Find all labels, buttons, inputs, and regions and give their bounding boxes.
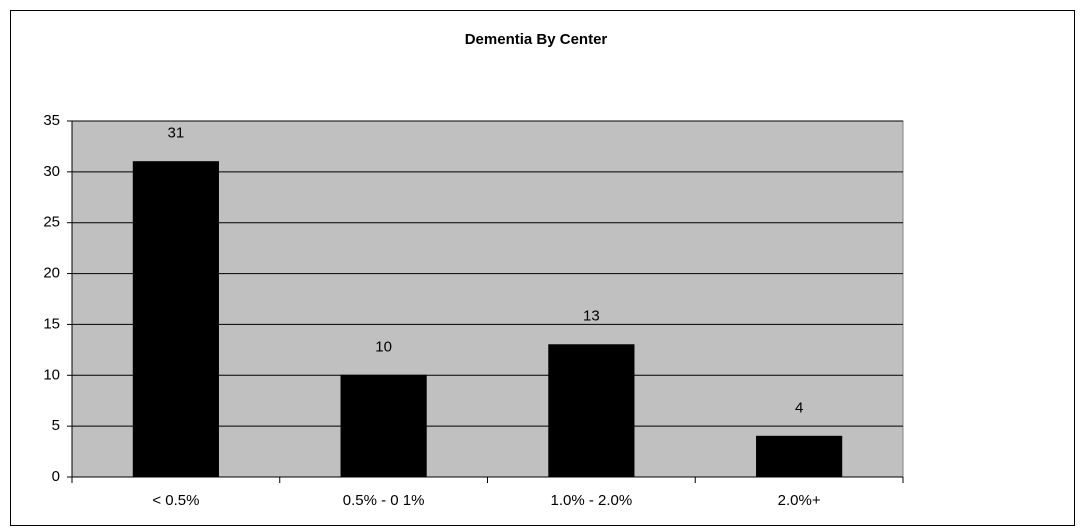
y-tick-label: 35 — [43, 112, 60, 129]
y-tick-label: 30 — [43, 163, 60, 180]
x-tick-label: 2.0%+ — [778, 492, 821, 509]
y-tick-label: 20 — [43, 265, 60, 282]
y-tick-label: 0 — [52, 468, 60, 485]
y-tick-label: 5 — [52, 417, 60, 434]
y-tick-label: 25 — [43, 214, 60, 231]
data-label: 10 — [375, 338, 392, 355]
data-label: 13 — [583, 308, 600, 325]
bar — [548, 344, 635, 478]
x-tick-label: < 0.5% — [152, 492, 199, 509]
data-label: 4 — [795, 399, 803, 416]
bar — [756, 435, 843, 478]
chart-title: Dementia By Center — [465, 31, 608, 48]
data-label: 31 — [168, 125, 185, 142]
bar — [340, 374, 427, 478]
bar — [132, 161, 219, 478]
y-tick-label: 10 — [43, 366, 60, 383]
y-tick-label: 15 — [43, 315, 60, 332]
x-tick-label: 1.0% - 2.0% — [551, 492, 633, 509]
x-tick-label: 0.5% - 0 1% — [343, 492, 425, 509]
